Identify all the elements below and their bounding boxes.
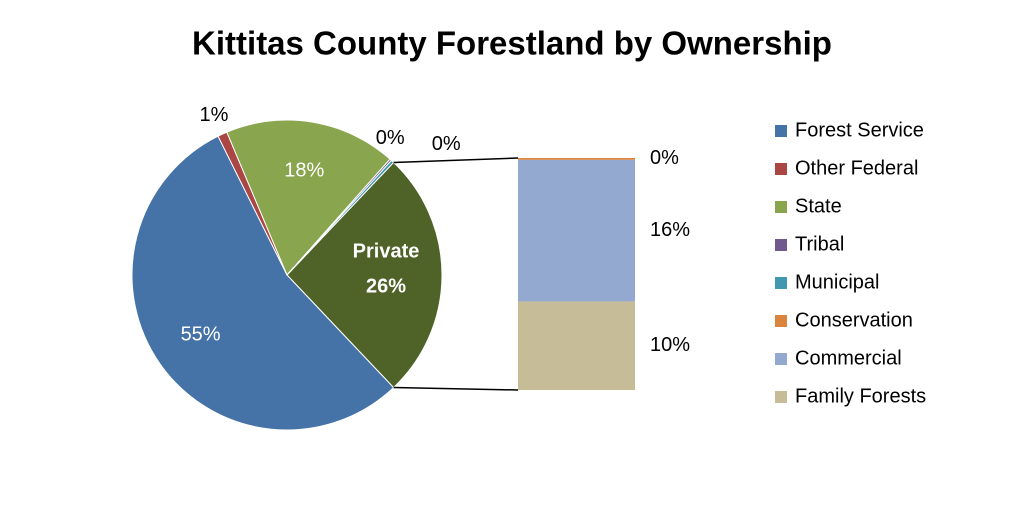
legend-label: Conservation xyxy=(795,309,913,331)
legend-swatch xyxy=(775,277,787,289)
legend-swatch xyxy=(775,353,787,365)
slice-label: 55% xyxy=(181,324,221,346)
connector xyxy=(393,386,519,391)
legend-swatch xyxy=(775,315,787,327)
legend-swatch xyxy=(775,125,787,137)
legend-label: Family Forests xyxy=(795,385,926,407)
bar-segment xyxy=(518,301,635,390)
slice-label: 18% xyxy=(284,159,324,181)
pie-slice xyxy=(226,119,391,276)
bar-segment xyxy=(518,158,635,160)
legend-swatch xyxy=(775,201,787,213)
pie-slice xyxy=(286,159,395,276)
legend-label: Forest Service xyxy=(795,119,924,141)
slice-label: 0% xyxy=(432,133,461,155)
slice-label: 0% xyxy=(376,127,405,149)
pie-slice xyxy=(286,161,443,389)
slice-label: 26% xyxy=(366,275,406,297)
legend-swatch xyxy=(775,239,787,251)
chart-title: Kittitas County Forestland by Ownership xyxy=(192,25,832,62)
bar-label: 10% xyxy=(650,334,690,356)
legend-label: Commercial xyxy=(795,347,902,369)
bar-label: 0% xyxy=(650,147,679,169)
legend-label: State xyxy=(795,195,842,217)
slice-label: Private xyxy=(353,240,420,262)
legend-label: Municipal xyxy=(795,271,879,293)
pie-slice xyxy=(131,135,395,431)
legend-swatch xyxy=(775,391,787,403)
connector xyxy=(393,157,519,164)
legend-swatch xyxy=(775,163,787,175)
legend-label: Other Federal xyxy=(795,157,918,179)
bar-segment xyxy=(518,159,635,302)
bar-label: 16% xyxy=(650,219,690,241)
slice-label: 1% xyxy=(200,104,229,126)
legend-label: Tribal xyxy=(795,233,844,255)
